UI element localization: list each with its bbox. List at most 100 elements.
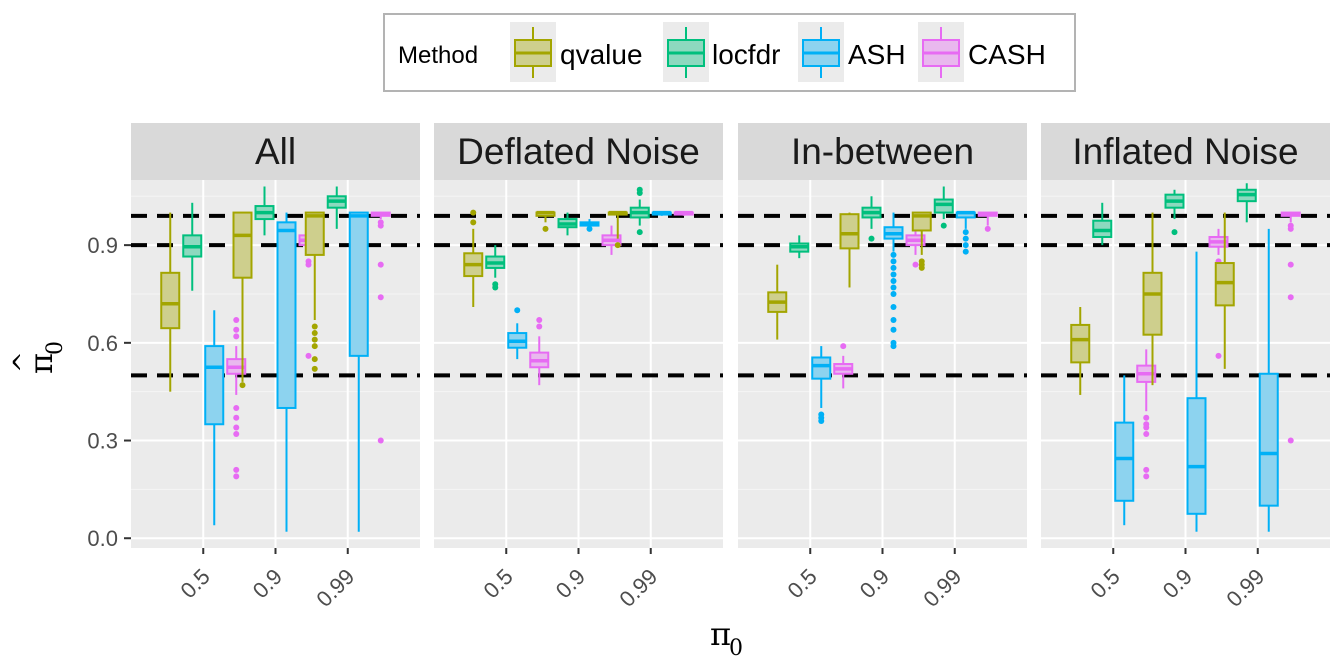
box-body bbox=[160, 271, 181, 330]
y-axis: 0.0 0.3 0.6 0.9 bbox=[87, 233, 131, 551]
outlier-point bbox=[311, 330, 318, 337]
outlier-point bbox=[233, 404, 240, 411]
box-locfdr bbox=[789, 235, 810, 259]
y-axis-title: π ^ 0 bbox=[9, 341, 68, 374]
outlier-point bbox=[233, 317, 240, 324]
box-locfdr bbox=[1164, 189, 1185, 236]
outlier-point bbox=[636, 229, 643, 236]
box-ASH bbox=[1258, 228, 1279, 532]
x-tick-label: 0.99 bbox=[311, 564, 359, 612]
outlier-point bbox=[377, 437, 384, 444]
outlier-point bbox=[536, 317, 543, 324]
outlier-point bbox=[311, 343, 318, 350]
outlier-point bbox=[890, 290, 897, 297]
box-body bbox=[304, 211, 325, 256]
box-locfdr bbox=[182, 202, 203, 291]
outlier-point bbox=[912, 261, 919, 268]
outlier-point bbox=[890, 277, 897, 284]
outlier-point bbox=[890, 317, 897, 324]
legend-item-qvalue: qvalue bbox=[510, 22, 643, 82]
y-tick-label: 0.9 bbox=[87, 233, 118, 258]
box-ASH bbox=[651, 210, 672, 216]
outlier-point bbox=[470, 219, 477, 226]
box-qvalue bbox=[607, 210, 628, 249]
box-ASH bbox=[507, 307, 528, 360]
x-tick-label: 0.99 bbox=[614, 564, 662, 612]
box-locfdr bbox=[861, 196, 882, 242]
box-body bbox=[348, 211, 369, 357]
outlier-point bbox=[233, 466, 240, 473]
outlier-point bbox=[233, 473, 240, 480]
box-body bbox=[1070, 323, 1091, 364]
box-ASH bbox=[811, 346, 832, 424]
box-ASH bbox=[348, 211, 369, 532]
outlier-point bbox=[311, 365, 318, 372]
panel-title: Deflated Noise bbox=[457, 131, 700, 172]
x-tick-label: 0.99 bbox=[918, 564, 966, 612]
outlier-point bbox=[514, 307, 521, 314]
panel-strip bbox=[1041, 123, 1330, 180]
outlier-point bbox=[311, 336, 318, 343]
legend-label: locfdr bbox=[712, 39, 780, 70]
outlier-point bbox=[586, 225, 593, 232]
box-CASH bbox=[370, 211, 391, 444]
x-tick-label: 0.5 bbox=[478, 564, 517, 603]
legend-label: qvalue bbox=[560, 39, 643, 70]
outlier-point bbox=[1287, 261, 1294, 268]
outlier-point bbox=[1143, 431, 1150, 438]
legend-item-locfdr: locfdr bbox=[663, 22, 780, 82]
box-locfdr bbox=[1092, 202, 1113, 246]
x-tick-label: 0.9 bbox=[248, 564, 287, 603]
outlier-point bbox=[962, 248, 969, 255]
panel-1: All 0.5 0.9 0.99 bbox=[131, 123, 420, 612]
outlier-point bbox=[233, 431, 240, 438]
legend-label: ASH bbox=[848, 39, 906, 70]
outlier-point bbox=[1143, 466, 1150, 473]
outlier-point bbox=[840, 343, 847, 350]
outlier-point bbox=[305, 261, 312, 268]
legend-item-CASH: CASH bbox=[918, 22, 1046, 82]
outlier-point bbox=[962, 229, 969, 236]
outlier-point bbox=[890, 326, 897, 333]
outlier-point bbox=[1143, 414, 1150, 421]
outlier-point bbox=[233, 424, 240, 431]
box-ASH bbox=[1114, 375, 1135, 526]
outlier-point bbox=[890, 264, 897, 271]
legend-label: CASH bbox=[968, 39, 1046, 70]
box-CASH bbox=[673, 210, 694, 216]
box-locfdr bbox=[933, 186, 954, 229]
outlier-point bbox=[984, 225, 991, 232]
legend-entries: qvalue locfdr ASH CASH bbox=[510, 22, 1046, 82]
y-axis-title-hat: ^ bbox=[9, 351, 39, 373]
box-body bbox=[1186, 397, 1207, 515]
box-ASH bbox=[204, 310, 225, 526]
box-body bbox=[204, 345, 225, 426]
outlier-point bbox=[377, 222, 384, 229]
outlier-point bbox=[239, 382, 246, 389]
x-tick-label: 0.5 bbox=[1085, 564, 1124, 603]
box-body bbox=[1258, 372, 1279, 507]
outlier-point bbox=[1215, 352, 1222, 359]
panel-title: All bbox=[255, 131, 296, 172]
box-CASH bbox=[833, 343, 854, 389]
box-qvalue bbox=[535, 210, 556, 232]
box-qvalue bbox=[232, 211, 253, 389]
outlier-point bbox=[890, 271, 897, 278]
box-locfdr bbox=[485, 245, 506, 291]
outlier-point bbox=[233, 333, 240, 340]
box-ASH bbox=[1186, 251, 1207, 532]
legend: Method qvalue locfdr ASH CASH bbox=[383, 13, 1076, 92]
x-tick-label: 0.99 bbox=[1221, 564, 1269, 612]
panel-strip bbox=[738, 123, 1027, 180]
box-ASH bbox=[579, 219, 600, 232]
outlier-point bbox=[962, 242, 969, 249]
box-qvalue bbox=[160, 212, 181, 392]
box-locfdr bbox=[1236, 183, 1257, 223]
outlier-point bbox=[1287, 437, 1294, 444]
y-tick-label: 0.0 bbox=[87, 526, 118, 551]
box-body bbox=[1114, 421, 1135, 502]
box-locfdr bbox=[629, 186, 650, 236]
box-qvalue bbox=[839, 212, 860, 288]
panel-3: In-between 0.5 0.9 0.99 bbox=[738, 123, 1027, 612]
box-body bbox=[839, 213, 860, 250]
